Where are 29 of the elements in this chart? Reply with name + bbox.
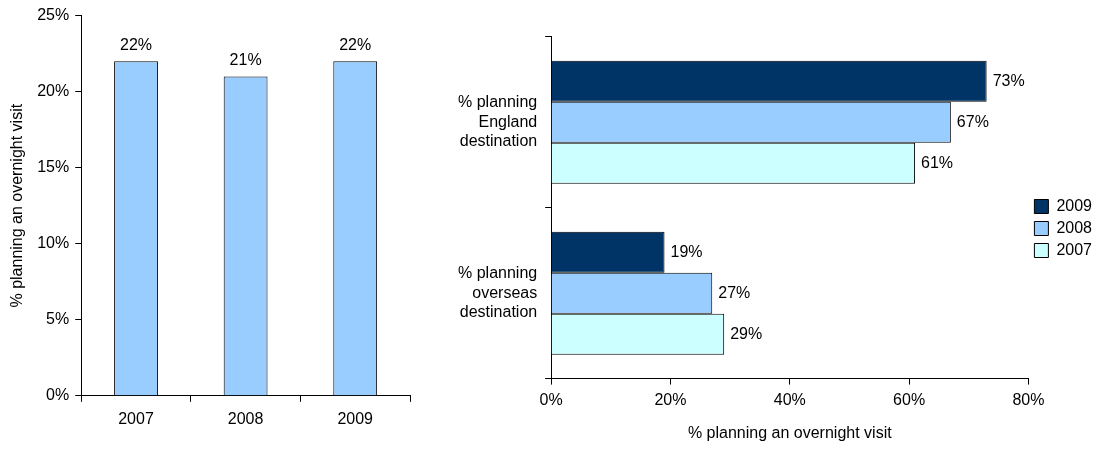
y-tick-label: 10% <box>37 234 70 252</box>
data-label: 29% <box>730 324 763 342</box>
legend-label: 2009 <box>1056 196 1093 214</box>
y-tick-label: 5% <box>46 310 70 328</box>
data-label: 73% <box>992 71 1025 89</box>
y-tick-label: 25% <box>37 6 70 24</box>
x-tick-label: 60% <box>893 390 926 408</box>
data-label: 67% <box>956 112 989 130</box>
x-tick-label: 2009 <box>337 409 374 427</box>
data-label: 27% <box>718 283 751 301</box>
legend-label: 2007 <box>1056 240 1093 258</box>
data-label: 61% <box>921 153 954 171</box>
y-axis-title: % planning an overnight visit <box>8 103 26 308</box>
y-tick-label: 15% <box>37 158 70 176</box>
data-label: 22% <box>120 35 153 53</box>
x-tick-label: 2007 <box>118 409 154 427</box>
x-axis-title: % planning an overnight visit <box>687 423 893 441</box>
x-tick-label: 2008 <box>227 409 264 427</box>
x-tick-label: 20% <box>654 390 687 408</box>
y-tick-label: % planning England destination <box>458 93 538 149</box>
x-tick-label: 80% <box>1012 390 1045 408</box>
y-tick-label: % planning overseas destination <box>458 264 538 320</box>
data-label: 22% <box>339 35 372 53</box>
data-label: 21% <box>229 50 262 68</box>
x-tick-label: 0% <box>539 390 563 408</box>
y-tick-label: 20% <box>37 82 70 100</box>
legend-label: 2008 <box>1056 218 1093 236</box>
data-label: 19% <box>670 242 703 260</box>
x-tick-label: 40% <box>773 390 806 408</box>
